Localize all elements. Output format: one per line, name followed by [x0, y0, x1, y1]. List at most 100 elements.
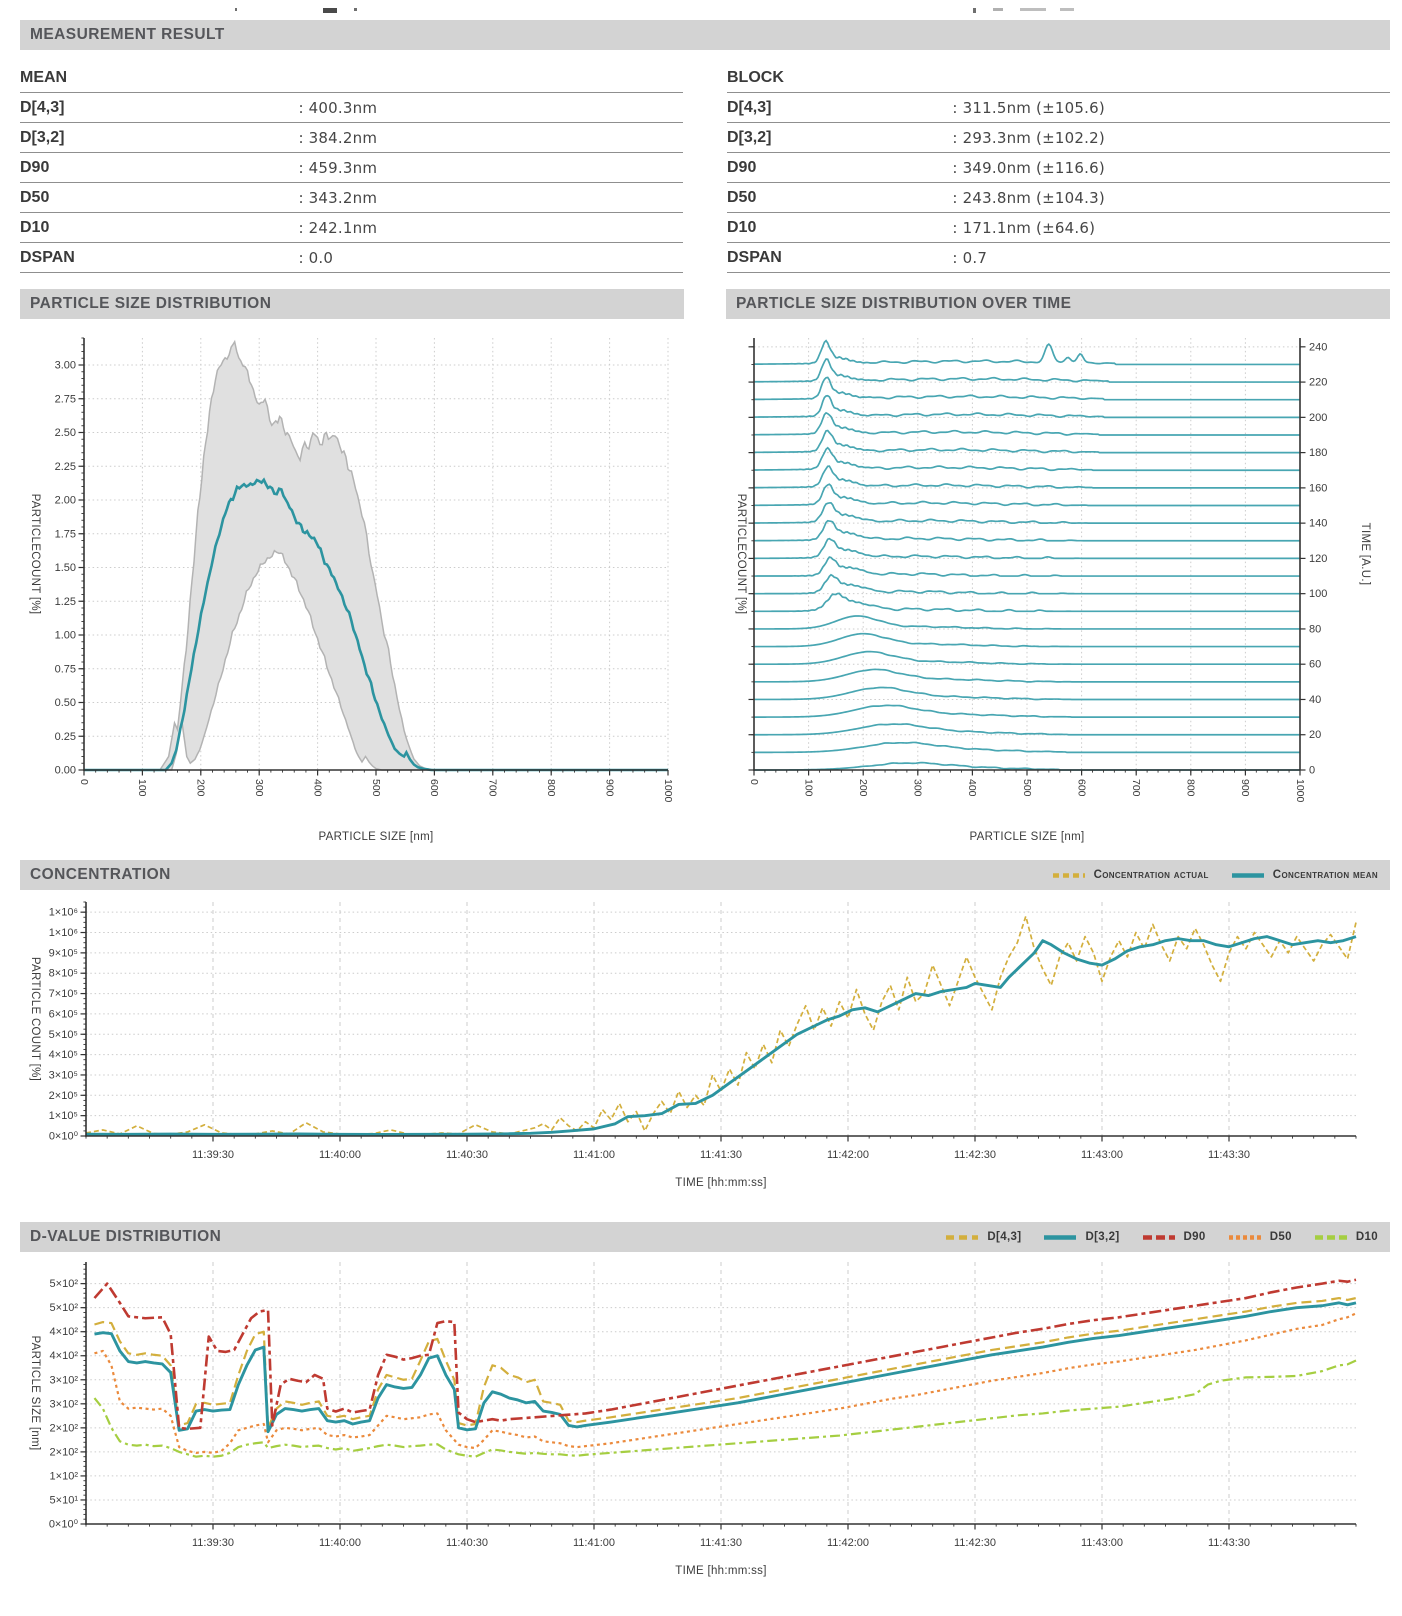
svg-text:1.00: 1.00	[55, 630, 76, 642]
dvalue-series-d50	[94, 1312, 1357, 1454]
svg-text:80: 80	[1309, 623, 1321, 635]
svg-text:300: 300	[253, 779, 265, 797]
dvalue-series-d10	[93, 1359, 1357, 1458]
table-header-row: MEAN	[20, 63, 683, 93]
svg-text:11:43:00: 11:43:00	[1081, 1537, 1123, 1549]
row-value: : 243.8nm (±104.3)	[952, 188, 1105, 207]
svg-text:1×10²: 1×10²	[50, 1470, 79, 1482]
concentration-gridlines	[86, 902, 1356, 1136]
svg-text:9×10⁵: 9×10⁵	[49, 947, 78, 959]
ridge-trace-t80	[754, 615, 1300, 630]
dvalue-legend: D[4,3] D[3,2] D90 D50 D10	[945, 1222, 1378, 1252]
table-row: D[3,2]: 293.3nm (±102.2)	[727, 123, 1390, 153]
table-row: D50: 343.2nm	[20, 183, 683, 213]
legend-label: D[3,2]	[1085, 1231, 1120, 1243]
table-row: D50 : 243.8nm (±104.3)	[727, 183, 1390, 213]
legend-label: D50	[1269, 1231, 1292, 1243]
page-top-cropped-row	[20, 8, 1390, 20]
ridge-trace-t180	[753, 429, 1300, 454]
ridge-trace-t100	[754, 573, 1300, 595]
svg-text:1.25: 1.25	[55, 596, 76, 608]
table-row: D10: 242.1nm	[20, 213, 683, 243]
cropped-fragment	[973, 8, 976, 13]
table-row: D[4,3]: 400.3nm	[20, 93, 683, 123]
row-value: : 293.3nm (±102.2)	[952, 128, 1105, 147]
psd-time-gridlines	[754, 338, 1300, 770]
svg-text:800: 800	[545, 779, 557, 797]
svg-text:11:40:30: 11:40:30	[446, 1149, 488, 1161]
ridge-trace-t210	[753, 376, 1300, 401]
ridge-trace-t40	[754, 686, 1300, 701]
concentration-series-concentration-actual	[85, 915, 1357, 1136]
section-psd-over-time: PARTICLE SIZE DISTRIBUTION OVER TIME	[726, 289, 1390, 319]
ridge-trace-t220	[753, 358, 1300, 383]
dvalue-chart: 11:39:30 11:40:00 11:40:30 11:41:00 11:41:30…	[29, 1262, 1357, 1577]
svg-text:2×10²: 2×10²	[50, 1422, 79, 1434]
cropped-fragment	[354, 8, 357, 11]
svg-text:4×10²: 4×10²	[50, 1326, 79, 1338]
ridge-trace-t170	[753, 446, 1300, 472]
section-psd: PARTICLE SIZE DISTRIBUTION	[20, 289, 684, 319]
svg-text:11:40:00: 11:40:00	[319, 1149, 361, 1161]
row-label: D50	[727, 188, 757, 206]
dvalue-series-d90	[93, 1278, 1357, 1431]
row-label: D90	[20, 158, 50, 176]
svg-text:2×10⁵: 2×10⁵	[49, 1090, 78, 1102]
psd-over-time-panel: PARTICLE SIZE DISTRIBUTION OVER TIME 0 10…	[726, 289, 1390, 852]
svg-text:200: 200	[195, 779, 207, 797]
svg-text:6×10⁵: 6×10⁵	[49, 1008, 78, 1020]
legend-label: D[4,3]	[987, 1231, 1022, 1243]
svg-text:0×10⁰: 0×10⁰	[49, 1519, 79, 1531]
legend-swatch-icon	[1228, 1234, 1261, 1240]
dvalue-axes: 11:39:30 11:40:00 11:40:30 11:41:00 11:41:30…	[29, 1262, 1357, 1577]
svg-text:700: 700	[487, 779, 499, 797]
svg-text:11:41:00: 11:41:00	[573, 1149, 615, 1161]
cropped-fragment	[1020, 8, 1046, 11]
svg-text:300: 300	[912, 779, 924, 797]
svg-text:1.75: 1.75	[55, 528, 76, 540]
row-value: : 242.1nm	[298, 218, 378, 237]
ridge-trace-t10	[754, 741, 1300, 754]
row-value: : 459.3nm	[298, 158, 378, 177]
svg-text:0: 0	[78, 779, 90, 785]
section-title: PARTICLE SIZE DISTRIBUTION OVER TIME	[736, 295, 1072, 312]
legend-swatch-icon	[1142, 1234, 1175, 1240]
svg-text:40: 40	[1309, 694, 1321, 706]
svg-text:8×10⁵: 8×10⁵	[49, 968, 78, 980]
concentration-series	[85, 915, 1357, 1136]
svg-text:7×10⁵: 7×10⁵	[49, 988, 78, 1000]
row-label: D10	[727, 218, 757, 236]
ridge-trace-t90	[754, 592, 1300, 613]
svg-text:0.25: 0.25	[55, 731, 76, 743]
concentration-legend: Concentration actual Concentration mean	[1052, 860, 1378, 890]
ridge-trace-t70	[754, 632, 1300, 648]
row-value: : 171.1nm (±64.6)	[952, 218, 1096, 237]
legend-item: Concentration actual	[1052, 869, 1209, 881]
legend-item: Concentration mean	[1231, 869, 1378, 881]
svg-text:0.50: 0.50	[55, 697, 76, 709]
row-label: D[4,3]	[20, 98, 65, 116]
svg-text:200: 200	[1309, 412, 1327, 424]
section-title: D-VALUE DISTRIBUTION	[30, 1228, 222, 1245]
row-value: : 384.2nm	[298, 128, 378, 147]
dvalue-gridlines	[86, 1262, 1356, 1524]
svg-text:200: 200	[857, 779, 869, 797]
legend-item: D10	[1314, 1231, 1378, 1243]
svg-text:60: 60	[1309, 659, 1321, 671]
row-label: DSPAN	[20, 248, 75, 266]
svg-text:220: 220	[1309, 377, 1327, 389]
ridge-trace-t200	[753, 394, 1300, 419]
svg-text:1×10⁶: 1×10⁶	[49, 927, 78, 939]
row-value: : 0.0	[298, 248, 334, 267]
ridge-trace-t130	[754, 519, 1300, 542]
svg-text:5×10²: 5×10²	[50, 1302, 79, 1314]
psd-time-x-axis-title: PARTICLE SIZE [nm]	[970, 831, 1085, 843]
svg-text:5×10²: 5×10²	[50, 1278, 79, 1290]
svg-text:0×10⁰: 0×10⁰	[49, 1131, 79, 1143]
ridge-trace-t140	[753, 501, 1300, 524]
psd-minmax-band	[84, 341, 668, 770]
svg-text:1×10⁵: 1×10⁵	[49, 1110, 78, 1122]
svg-text:3×10²: 3×10²	[50, 1398, 79, 1410]
svg-text:11:43:00: 11:43:00	[1081, 1149, 1123, 1161]
concentration-x-axis-title: TIME [hh:mm:ss]	[675, 1177, 766, 1189]
